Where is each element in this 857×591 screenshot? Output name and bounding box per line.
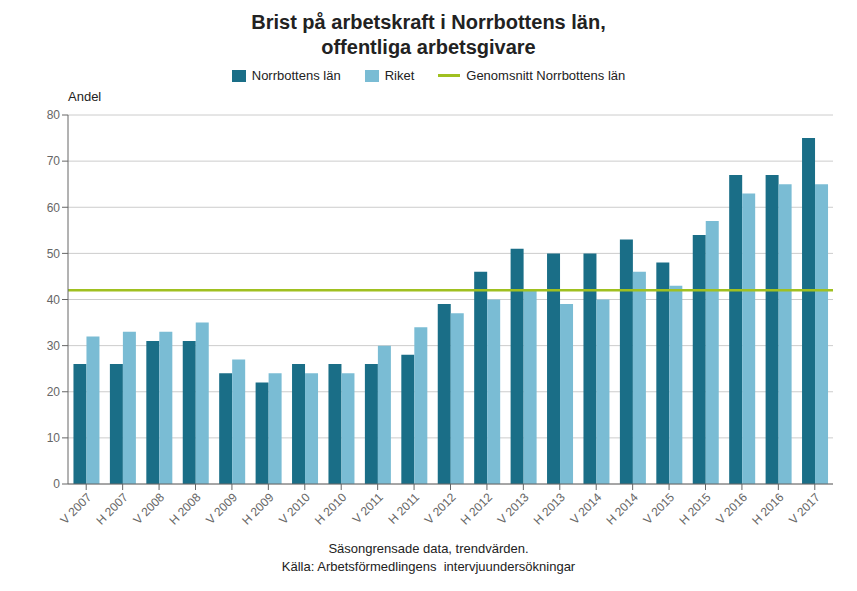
html-text:Säsongrensade data, trendvärde: Säsongrensade data, trendvärden.	[328, 541, 529, 556]
svg-text:H 2011: H 2011	[386, 490, 423, 527]
svg-text:V 2009: V 2009	[203, 490, 240, 527]
svg-text:V 2010: V 2010	[276, 490, 313, 527]
svg-text:H 2007: H 2007	[94, 490, 131, 527]
svg-text:60: 60	[47, 201, 61, 215]
svg-text:H 2009: H 2009	[239, 490, 276, 527]
svg-text:H 2012: H 2012	[458, 490, 495, 527]
svg-text:80: 80	[47, 108, 61, 122]
svg-text:V 2011: V 2011	[350, 490, 386, 526]
svg-text:0: 0	[53, 477, 60, 491]
svg-text:V 2017: V 2017	[786, 490, 823, 527]
svg-text:V 2016: V 2016	[713, 490, 750, 527]
svg-text:50: 50	[47, 247, 61, 261]
svg-text:70: 70	[47, 154, 61, 168]
svg-text:V 2015: V 2015	[640, 490, 677, 527]
svg-text:H 2010: H 2010	[312, 490, 349, 527]
svg-text:H 2016: H 2016	[749, 490, 786, 527]
svg-text:V 2013: V 2013	[495, 490, 532, 527]
html-text:Källa: Arbetsförmedlingens int: Källa: Arbetsförmedlingens intervjuunder…	[281, 559, 576, 574]
html-text:Genomsnitt Norrbottens län: Genomsnitt Norrbottens län	[466, 68, 626, 83]
html-text:Norrbottens län: Norrbottens län	[251, 68, 341, 83]
html-text:Brist på arbetskraft i Norrbot: Brist på arbetskraft i Norrbottens län,	[251, 11, 606, 33]
html-text:Andel: Andel	[68, 89, 102, 104]
svg-text:H 2013: H 2013	[531, 490, 568, 527]
svg-text:20: 20	[47, 385, 61, 399]
html-text:offentliga arbetsgivare: offentliga arbetsgivare	[321, 36, 536, 58]
html-text:Riket: Riket	[384, 68, 415, 83]
svg-text:H 2014: H 2014	[604, 490, 641, 527]
svg-text:10: 10	[47, 431, 61, 445]
svg-text:V 2012: V 2012	[422, 490, 459, 527]
svg-text:V 2008: V 2008	[130, 490, 167, 527]
svg-text:H 2008: H 2008	[166, 490, 203, 527]
svg-text:V 2007: V 2007	[58, 490, 95, 527]
svg-text:30: 30	[47, 339, 61, 353]
svg-text:H 2015: H 2015	[676, 490, 713, 527]
svg-text:40: 40	[47, 293, 61, 307]
svg-text:V 2014: V 2014	[568, 490, 605, 527]
